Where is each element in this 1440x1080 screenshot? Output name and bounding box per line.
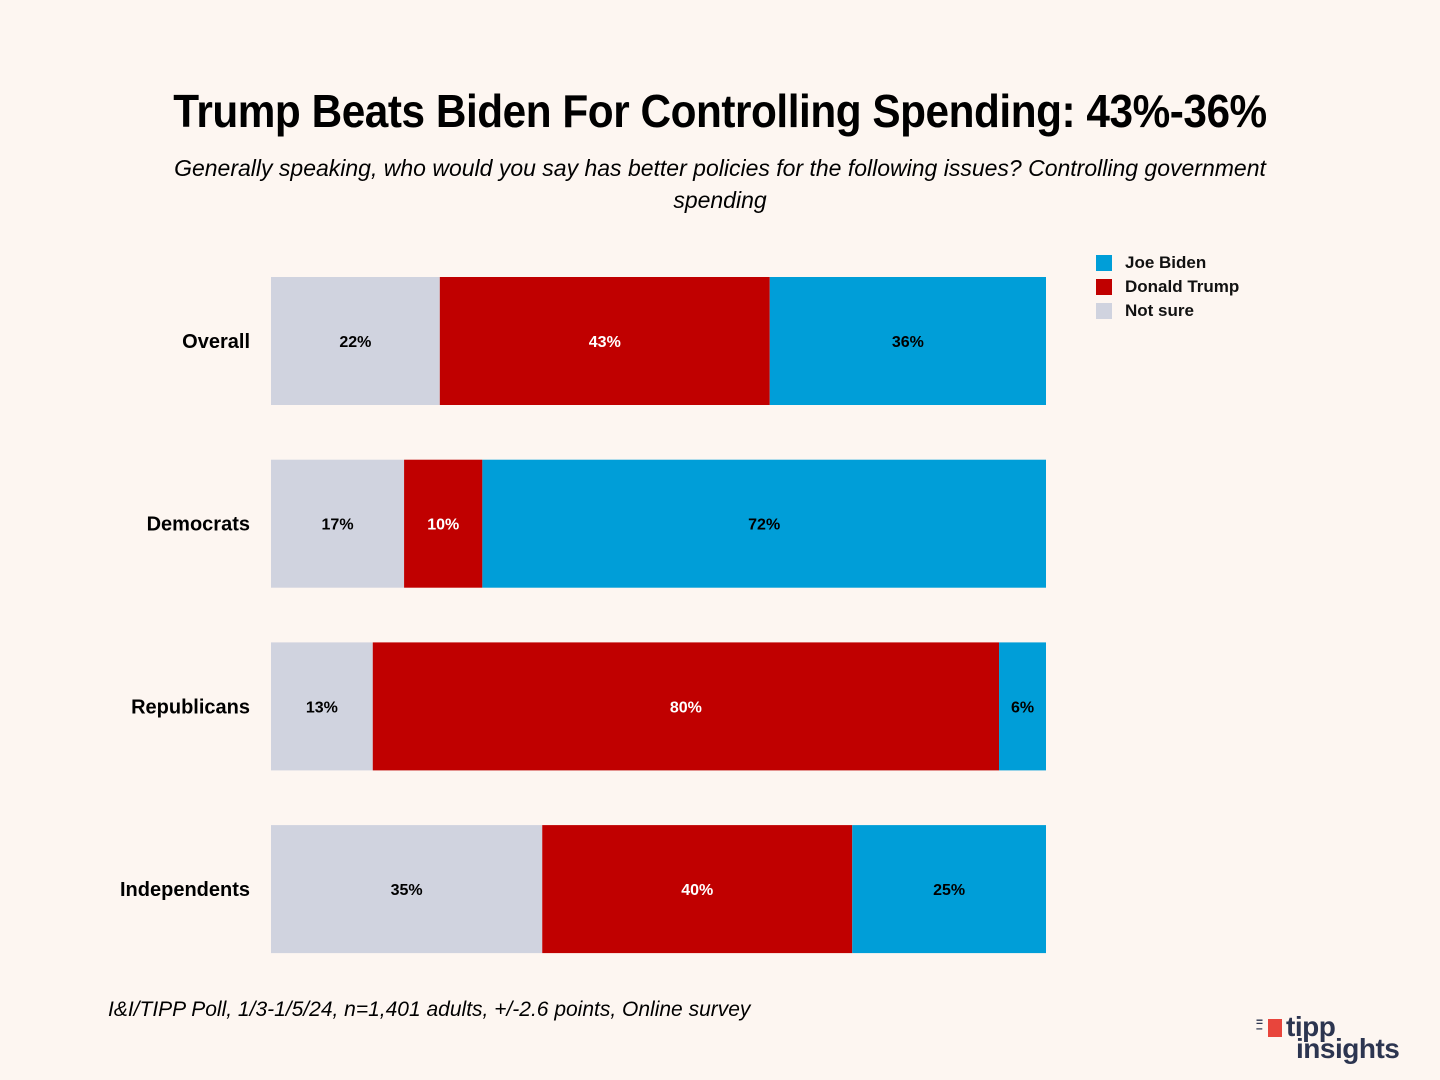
logo-flag-icon: [1268, 1019, 1282, 1037]
value-label-republicans-not-sure: 13%: [306, 699, 338, 716]
value-label-democrats-donald-trump: 10%: [427, 517, 459, 534]
category-label-overall: Overall: [182, 331, 250, 353]
value-label-independents-joe-biden: 25%: [933, 882, 965, 899]
value-label-overall-donald-trump: 43%: [589, 334, 621, 351]
legend-label-not-sure: Not sure: [1125, 301, 1194, 320]
bar-republicans-joe-biden: [999, 642, 1046, 771]
legend-item-not-sure: Not sure: [1096, 299, 1239, 323]
logo-burst-icon: = –: [1256, 1015, 1264, 1035]
value-label-independents-donald-trump: 40%: [681, 882, 713, 899]
category-label-independents: Independents: [120, 879, 250, 901]
bar-republicans-donald-trump: [372, 642, 1000, 771]
category-label-democrats: Democrats: [147, 514, 250, 536]
tipp-insights-logo: = – tipp insights: [1256, 1011, 1406, 1065]
value-label-overall-joe-biden: 36%: [892, 334, 924, 351]
value-label-republicans-joe-biden: 6%: [1011, 699, 1034, 716]
bar-independents-not-sure: [271, 825, 543, 954]
legend-label-biden: Joe Biden: [1125, 253, 1207, 272]
legend-item-biden: Joe Biden: [1096, 251, 1239, 275]
bar-independents-donald-trump: [542, 825, 853, 954]
bar-overall-joe-biden: [769, 277, 1046, 405]
legend-item-trump: Donald Trump: [1096, 275, 1239, 299]
bar-democrats-joe-biden: [482, 459, 1046, 588]
bar-republicans-not-sure: [271, 642, 373, 771]
logo-text-tipp: tipp: [1286, 1011, 1336, 1042]
logo-text-insights: insights: [1296, 1033, 1400, 1064]
bar-overall-not-sure: [271, 277, 440, 405]
legend-swatch-biden: [1096, 255, 1112, 271]
source-note: I&I/TIPP Poll, 1/3-1/5/24, n=1,401 adult…: [108, 998, 751, 1021]
category-label-republicans: Republicans: [131, 696, 250, 718]
value-label-democrats-joe-biden: 72%: [748, 517, 780, 534]
legend-swatch-not-sure: [1096, 303, 1112, 319]
legend-label-trump: Donald Trump: [1125, 277, 1240, 296]
bar-overall-donald-trump: [439, 277, 770, 405]
value-label-overall-not-sure: 22%: [339, 334, 371, 351]
chart-title: Trump Beats Biden For Controlling Spendi…: [173, 85, 1267, 137]
legend: Joe Biden Donald Trump Not sure: [1096, 251, 1239, 323]
legend-swatch-trump: [1096, 279, 1112, 295]
value-label-republicans-donald-trump: 80%: [670, 699, 702, 716]
bar-democrats-donald-trump: [404, 459, 483, 588]
chart-subtitle: Generally speaking, who would you say ha…: [174, 155, 1266, 213]
bar-independents-joe-biden: [852, 825, 1046, 954]
bar-democrats-not-sure: [271, 459, 405, 588]
value-label-democrats-not-sure: 17%: [322, 517, 354, 534]
value-label-independents-not-sure: 35%: [391, 882, 423, 899]
